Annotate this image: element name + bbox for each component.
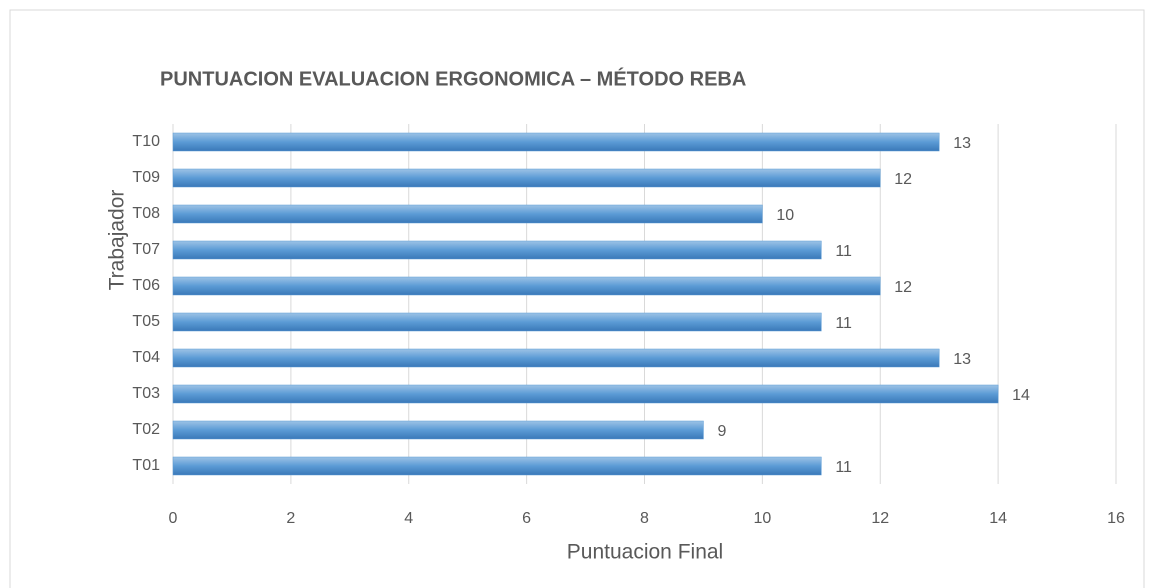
y-axis-label: Trabajador: [106, 190, 129, 291]
data-label: 11: [835, 315, 852, 332]
bar: [172, 312, 822, 332]
chart-border: [9, 9, 1145, 588]
bar: [172, 456, 822, 476]
data-label: 9: [717, 423, 726, 440]
x-tick-label: 0: [169, 510, 178, 527]
bar: [172, 348, 940, 368]
x-tick-label: 2: [286, 510, 295, 527]
y-tick-label: T09: [132, 169, 160, 186]
data-label: 13: [953, 351, 971, 368]
x-tick-label: 12: [871, 510, 889, 527]
x-tick-label: 14: [989, 510, 1007, 527]
y-tick-label: T10: [132, 133, 160, 150]
bar: [172, 204, 763, 224]
y-tick-label: T06: [132, 277, 160, 294]
data-label: 14: [1012, 387, 1030, 404]
y-tick-label: T03: [132, 385, 160, 402]
bar: [172, 132, 940, 152]
y-tick-label: T01: [132, 457, 160, 474]
x-tick-label: 6: [522, 510, 531, 527]
data-label: 13: [953, 135, 971, 152]
data-label: 10: [776, 207, 794, 224]
bar: [172, 384, 999, 404]
bar: [172, 420, 704, 440]
data-label: 12: [894, 279, 912, 296]
x-tick-label: 8: [640, 510, 649, 527]
y-tick-label: T08: [132, 205, 160, 222]
x-tick-label: 4: [404, 510, 413, 527]
bar: [172, 168, 881, 188]
y-tick-label: T04: [132, 349, 160, 366]
data-label: 11: [835, 459, 852, 476]
y-tick-label: T05: [132, 313, 160, 330]
data-label: 11: [835, 243, 852, 260]
data-label: 12: [894, 171, 912, 188]
bar: [172, 240, 822, 260]
y-tick-label: T02: [132, 421, 160, 438]
bar: [172, 276, 881, 296]
x-tick-label: 16: [1107, 510, 1125, 527]
y-tick-label: T07: [132, 241, 160, 258]
chart-title: PUNTUACION EVALUACION ERGONOMICA – MÉTOD…: [160, 67, 746, 90]
x-axis-label: Puntuacion Final: [567, 541, 723, 564]
x-tick-label: 10: [753, 510, 771, 527]
